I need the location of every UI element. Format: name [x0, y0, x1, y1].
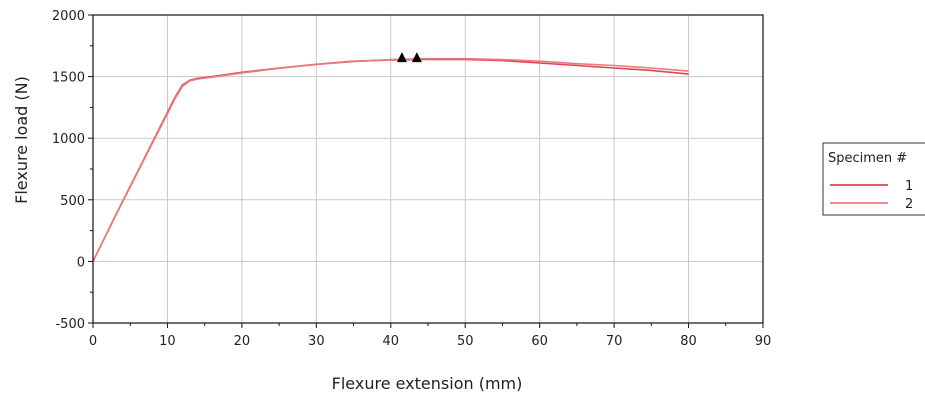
x-tick-label: 60: [531, 334, 548, 349]
x-tick-label: 0: [89, 334, 97, 349]
x-tick-label: 80: [680, 334, 697, 349]
legend-label-1: 1: [905, 179, 913, 194]
y-tick-label: 1500: [52, 71, 85, 86]
y-axis-title: Flexure load (N): [12, 76, 31, 204]
y-tick-label: 1000: [52, 132, 85, 147]
series-layer: [92, 57, 689, 262]
x-tick-label: 70: [606, 334, 623, 349]
legend: Specimen # 1 2: [822, 142, 925, 216]
x-axis-title: Flexure extension (mm): [332, 374, 523, 393]
marker-layer: [396, 52, 422, 63]
legend-title: Specimen #: [828, 151, 907, 166]
series-line-2: [92, 57, 689, 262]
grid: [92, 14, 764, 324]
y-tick-label: 2000: [52, 9, 85, 24]
x-tick-label: 90: [755, 334, 772, 349]
plot-frame: [92, 14, 764, 324]
y-tick-label: 0: [77, 255, 85, 270]
ticks: 0 10 20 30 40 50 60 70 80 90 -500 0 500 1000 1500 2000: [52, 9, 771, 349]
x-tick-label: 30: [308, 334, 325, 349]
x-tick-label: 10: [159, 334, 176, 349]
y-tick-label: -500: [55, 317, 85, 332]
x-tick-label: 50: [457, 334, 474, 349]
y-tick-label: 500: [60, 194, 85, 209]
max-load-marker: [411, 52, 422, 63]
x-tick-label: 20: [234, 334, 251, 349]
x-tick-label: 40: [383, 334, 400, 349]
max-load-marker: [396, 52, 407, 63]
legend-label-2: 2: [905, 197, 913, 212]
